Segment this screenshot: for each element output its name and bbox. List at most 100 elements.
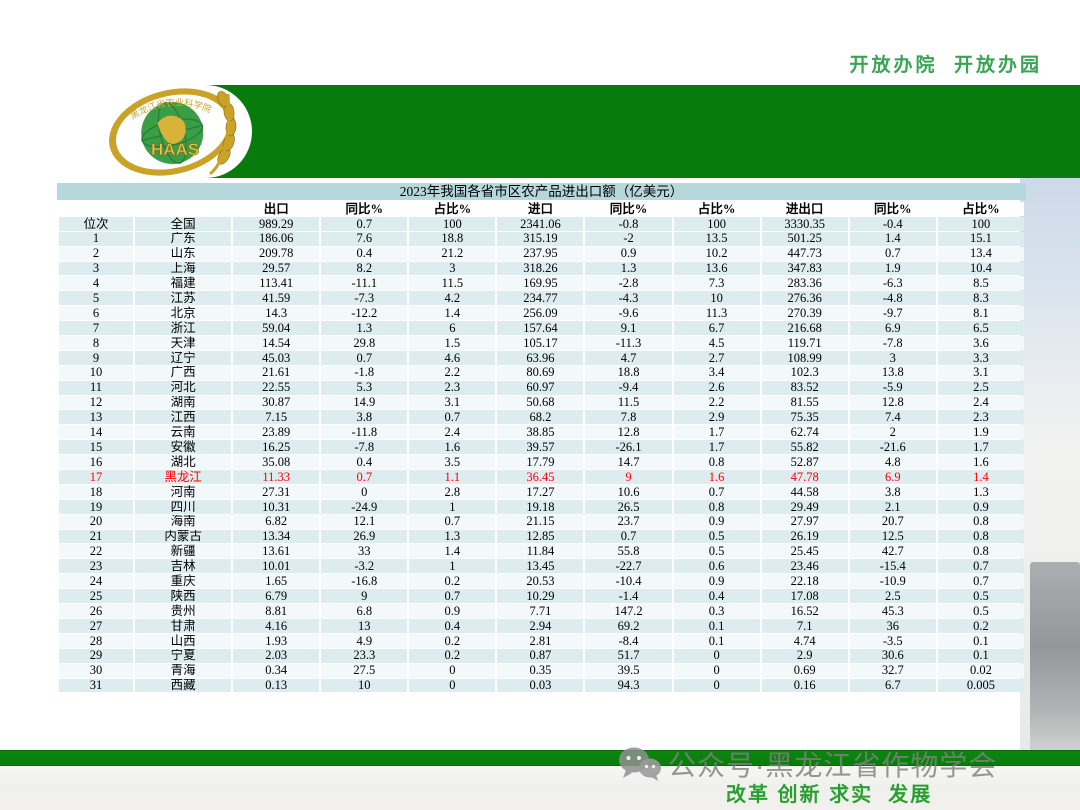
table-cell: 216.68 — [761, 321, 848, 336]
table-row: 24 重庆 1.65 -16.8 0.2 20.53 -10.4 0.9 22.18 -10.9 0… — [59, 574, 1024, 589]
table-cell: 30 — [59, 663, 134, 678]
table-cell: 1.6 — [673, 470, 760, 484]
table-cell: 河南 — [135, 484, 232, 499]
table-cell: -0.4 — [849, 216, 936, 231]
table-cell: 69.2 — [585, 618, 672, 633]
table-cell: 36.45 — [497, 470, 584, 484]
table-cell: 20 — [59, 514, 134, 529]
column-header: 进出口 — [761, 202, 848, 216]
table-cell: 0.03 — [497, 678, 584, 693]
table-cell: 13.8 — [849, 365, 936, 380]
table-cell: 39.5 — [585, 663, 672, 678]
table-cell: 贵州 — [135, 604, 232, 618]
table-cell: 14.9 — [321, 395, 408, 410]
table-cell: -0.8 — [585, 216, 672, 231]
table-cell: 北京 — [135, 306, 232, 321]
table-row: 23 吉林 10.01 -3.2 1 13.45 -22.7 0.6 23.46 -15.4 0.7 — [59, 559, 1024, 574]
table-cell: 1.4 — [849, 231, 936, 246]
table-cell: 0.4 — [321, 246, 408, 261]
table-cell: 75.35 — [761, 410, 848, 425]
table-row: 26 贵州 8.81 6.8 0.9 7.71 147.2 0.3 16.52 45.3 0.5 — [59, 604, 1024, 618]
table-row: 21 内蒙古 13.34 26.9 1.3 12.85 0.7 0.5 26.19 12.5 0.8 — [59, 529, 1024, 544]
table-cell: 23.89 — [233, 425, 320, 440]
table-cell: 8 — [59, 336, 134, 350]
table-cell: 1.3 — [409, 529, 496, 544]
table-cell: 江苏 — [135, 291, 232, 306]
table-cell: 22 — [59, 544, 134, 559]
table-cell: 0.1 — [937, 648, 1024, 663]
table-cell: 0.8 — [937, 529, 1024, 544]
table-cell: 0.9 — [673, 514, 760, 529]
table-cell: 6.7 — [849, 678, 936, 693]
table-cell: 7.1 — [761, 618, 848, 633]
table-cell: 62.74 — [761, 425, 848, 440]
table-cell: 0.2 — [409, 574, 496, 589]
table-cell: 4.16 — [233, 618, 320, 633]
table-cell: 94.3 — [585, 678, 672, 693]
table-cell: 0 — [409, 663, 496, 678]
table-row: 22 新疆 13.61 33 1.4 11.84 55.8 0.5 25.45 42.7 0.8 — [59, 544, 1024, 559]
table-cell: 47.78 — [761, 470, 848, 484]
table-cell: 位次 — [59, 216, 134, 231]
table-cell: -2.8 — [585, 276, 672, 291]
table-cell: 23.7 — [585, 514, 672, 529]
table-row: 14 云南 23.89 -11.8 2.4 38.85 12.8 1.7 62.74 2 1.9 — [59, 425, 1024, 440]
table-cell: 283.36 — [761, 276, 848, 291]
table-cell: 23.46 — [761, 559, 848, 574]
table-cell: 0.13 — [233, 678, 320, 693]
table-cell: 10 — [321, 678, 408, 693]
table-cell: 27.31 — [233, 484, 320, 499]
table-cell: 21.15 — [497, 514, 584, 529]
table-cell: 105.17 — [497, 336, 584, 350]
table-cell: 陕西 — [135, 589, 232, 604]
table-cell: 山东 — [135, 246, 232, 261]
table-cell: 15.1 — [937, 231, 1024, 246]
table-cell: 0.2 — [937, 618, 1024, 633]
table-row: 位次 全国 989.29 0.7 100 2341.06 -0.8 100 3330.35 -0.… — [59, 216, 1024, 231]
table-cell: 海南 — [135, 514, 232, 529]
table-cell: 云南 — [135, 425, 232, 440]
table-cell: 湖北 — [135, 455, 232, 470]
table-cell: 169.95 — [497, 276, 584, 291]
table-row: 9 辽宁 45.03 0.7 4.6 63.96 4.7 2.7 108.99 3 3.3 — [59, 350, 1024, 365]
table-cell: 辽宁 — [135, 350, 232, 365]
table-cell: 全国 — [135, 216, 232, 231]
table-cell: 102.3 — [761, 365, 848, 380]
table-cell: 0.34 — [233, 663, 320, 678]
table-cell: 27 — [59, 618, 134, 633]
table-cell: 157.64 — [497, 321, 584, 336]
table-cell: 0.1 — [673, 633, 760, 648]
table-cell: 0.9 — [937, 499, 1024, 514]
table-cell: 3.5 — [409, 455, 496, 470]
watermark-text: 公众号·黑龙江省作物学会 — [668, 750, 998, 781]
table-cell: 276.36 — [761, 291, 848, 306]
table-cell: 2341.06 — [497, 216, 584, 231]
table-cell: 西藏 — [135, 678, 232, 693]
table-cell: 2.5 — [937, 380, 1024, 395]
table-container: 2023年我国各省市区农产品进出口额（亿美元） 出口 同比% 占比% 进口 同比% 占比%… — [57, 183, 1026, 693]
table-cell: 6.82 — [233, 514, 320, 529]
logo-wheat — [208, 91, 237, 176]
table-cell: 1 — [59, 231, 134, 246]
table-cell: 3 — [409, 261, 496, 276]
table-cell: 7.3 — [673, 276, 760, 291]
table-row: 18 河南 27.31 0 2.8 17.27 10.6 0.7 44.58 3.8 1.3 — [59, 484, 1024, 499]
table-cell: 内蒙古 — [135, 529, 232, 544]
table-cell: 22.55 — [233, 380, 320, 395]
table-cell: 江西 — [135, 410, 232, 425]
table-cell: 2.9 — [761, 648, 848, 663]
table-cell: 25 — [59, 589, 134, 604]
table-cell: 7.4 — [849, 410, 936, 425]
table-cell: 209.78 — [233, 246, 320, 261]
table-cell: 2.7 — [673, 350, 760, 365]
table-cell: 7.6 — [321, 231, 408, 246]
table-cell: 26.5 — [585, 499, 672, 514]
table-cell: 13.6 — [673, 261, 760, 276]
table-cell: 0.4 — [673, 589, 760, 604]
table-cell: 1.1 — [409, 470, 496, 484]
table-row: 1 广东 186.06 7.6 18.8 315.19 -2 13.5 501.25 1.4 15.… — [59, 231, 1024, 246]
table-row: 30 青海 0.34 27.5 0 0.35 39.5 0 0.69 32.7 0.02 — [59, 663, 1024, 678]
table-cell: 27.5 — [321, 663, 408, 678]
table-row: 5 江苏 41.59 -7.3 4.2 234.77 -4.3 10 276.36 -4.8 8.3 — [59, 291, 1024, 306]
table-cell: 100 — [409, 216, 496, 231]
